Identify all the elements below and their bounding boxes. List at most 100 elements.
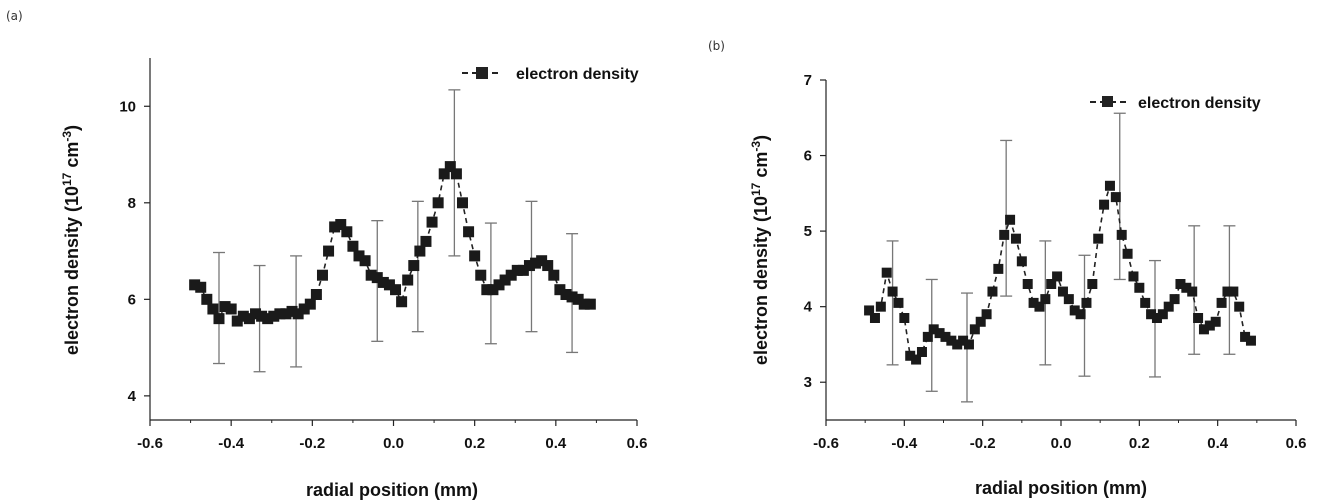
x-tick-label: -0.6 — [137, 435, 163, 452]
data-point — [201, 293, 213, 305]
data-point — [481, 284, 493, 296]
data-point — [1181, 282, 1192, 293]
data-point — [554, 284, 566, 296]
data-point — [274, 308, 286, 320]
data-point — [1075, 309, 1086, 320]
x-tick-label: 0.6 — [1286, 435, 1307, 452]
panel-b-y-ticks: 3 4 5 6 7 — [804, 72, 826, 391]
data-point — [881, 267, 892, 278]
data-point — [993, 263, 1004, 274]
panel-b-y-axis-label: electron density (1017 cm-3) — [749, 135, 771, 365]
panel-a-legend-marker — [476, 67, 488, 79]
data-point — [383, 279, 395, 291]
data-point — [572, 293, 584, 305]
data-point — [1210, 316, 1221, 327]
data-point — [893, 297, 904, 308]
data-point — [1005, 214, 1016, 225]
panel-b-x-ticks: -0.6 -0.4 -0.2 0.0 0.2 0.4 0.6 — [813, 420, 1306, 452]
data-point — [548, 269, 560, 281]
data-point — [493, 279, 505, 291]
data-point — [463, 226, 475, 238]
data-point — [213, 313, 225, 325]
data-point — [523, 260, 535, 272]
data-point — [566, 291, 578, 303]
x-tick-label: 0.4 — [545, 435, 567, 452]
data-point — [1163, 301, 1174, 312]
data-point — [1122, 248, 1133, 259]
data-point — [511, 264, 523, 276]
data-point — [911, 354, 922, 365]
panel-a: (a) -0.6 -0.4 -0.2 0.0 0.2 0.4 0.6 4 6 8 10 radia… — [6, 9, 647, 500]
data-point — [298, 303, 310, 315]
x-tick-label: 0.2 — [464, 435, 485, 452]
data-point — [402, 274, 414, 286]
y-tick-label: 8 — [128, 195, 136, 212]
panel-b-legend-marker — [1102, 96, 1113, 107]
data-point — [237, 310, 249, 322]
data-point — [869, 313, 880, 323]
data-point — [560, 289, 572, 301]
data-point — [189, 279, 201, 291]
data-point — [1228, 286, 1239, 297]
data-point — [1222, 286, 1233, 297]
panel-a-y-axis-label: electron density (1017 cm-3) — [60, 125, 82, 355]
y-tick-label: 6 — [128, 291, 136, 308]
data-point — [1052, 271, 1063, 282]
data-point — [969, 324, 980, 335]
data-point — [396, 296, 408, 308]
panel-a-x-axis-label: radial position (mm) — [306, 480, 478, 500]
data-point — [578, 298, 590, 310]
data-point — [426, 216, 438, 228]
data-point — [952, 339, 963, 350]
data-point — [934, 328, 945, 339]
data-point — [371, 272, 383, 284]
x-tick-label: -0.2 — [970, 435, 996, 452]
data-point — [1140, 297, 1151, 308]
data-point — [975, 316, 986, 327]
data-point — [1234, 301, 1245, 312]
data-point — [1057, 286, 1068, 297]
panel-a-legend: electron density — [462, 66, 639, 83]
data-point — [475, 269, 487, 281]
data-point — [250, 308, 262, 320]
data-point — [536, 255, 548, 267]
panel-a-label: (a) — [6, 9, 23, 23]
panel-b-legend-label: electron density — [1138, 95, 1261, 112]
data-point — [981, 309, 992, 320]
y-tick-label: 10 — [119, 98, 136, 115]
data-point — [584, 298, 596, 310]
data-point — [469, 250, 481, 262]
x-tick-label: -0.4 — [891, 435, 918, 452]
data-point — [432, 197, 444, 209]
data-point — [1157, 309, 1168, 320]
panel-a-error-bars — [212, 89, 579, 373]
data-point — [304, 298, 316, 310]
panel-a-series — [189, 161, 596, 327]
data-point — [286, 305, 298, 317]
y-tick-label: 7 — [804, 72, 812, 89]
data-point — [243, 313, 255, 325]
data-point — [1110, 192, 1121, 203]
data-point — [1175, 279, 1186, 289]
data-point — [365, 269, 377, 281]
x-tick-label: 0.0 — [1051, 435, 1072, 452]
data-point — [280, 308, 292, 320]
data-point — [499, 274, 511, 286]
panel-b-label: (b) — [708, 39, 725, 53]
data-point — [1034, 301, 1045, 312]
data-point — [225, 303, 237, 315]
y-tick-label: 5 — [804, 223, 812, 240]
data-point — [864, 305, 875, 316]
data-point — [1063, 294, 1074, 305]
data-point — [940, 331, 951, 342]
data-point — [887, 286, 898, 297]
data-point — [1010, 233, 1021, 244]
data-point — [1099, 199, 1110, 210]
data-point — [1116, 229, 1127, 240]
data-point — [438, 168, 450, 180]
data-point — [420, 235, 432, 247]
data-point — [905, 350, 916, 361]
data-point — [341, 226, 353, 238]
data-point — [958, 335, 969, 346]
